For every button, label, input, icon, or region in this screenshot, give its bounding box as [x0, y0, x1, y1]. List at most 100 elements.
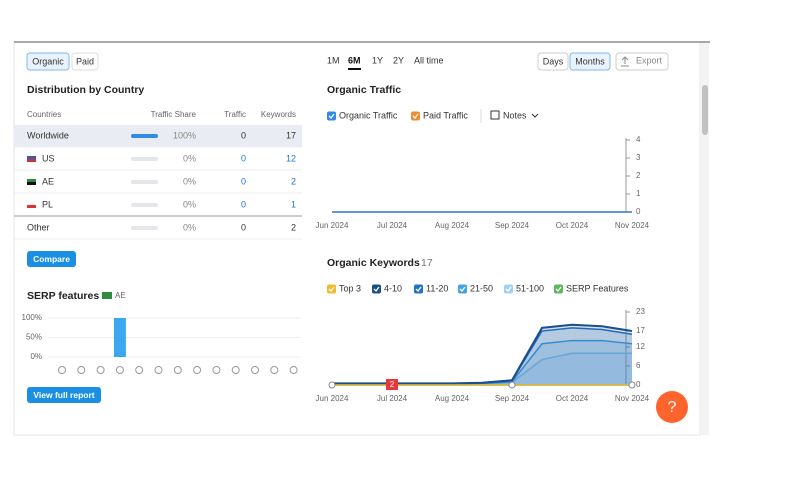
traffic[interactable]: 0 — [241, 153, 246, 163]
serp-icon — [58, 366, 66, 374]
checkbox[interactable] — [504, 284, 513, 294]
button-label[interactable]: Compare — [33, 254, 70, 264]
line — [332, 323, 633, 385]
traffic: 0 — [241, 222, 246, 232]
view-toggle[interactable] — [569, 52, 611, 71]
area — [332, 327, 632, 385]
google-marker — [508, 381, 516, 389]
help[interactable]: ? — [668, 399, 677, 416]
traffic[interactable]: 0 — [241, 176, 246, 186]
tab-label[interactable]: Paid — [76, 56, 94, 66]
share: 0% — [183, 153, 196, 163]
x-tick-label: Oct 2024 — [556, 221, 589, 230]
checkbox[interactable] — [414, 284, 423, 294]
bar — [113, 318, 126, 357]
period[interactable]: 1Y — [372, 55, 383, 65]
flag — [27, 202, 36, 205]
note-marker[interactable] — [386, 379, 398, 390]
serp-icon — [212, 366, 221, 374]
check — [505, 286, 512, 292]
notes[interactable]: Notes — [503, 110, 527, 120]
period[interactable]: 2Y — [393, 55, 404, 65]
legend-label[interactable]: 4-10 — [384, 283, 402, 293]
country: Worldwide — [27, 130, 69, 140]
checkbox[interactable] — [554, 284, 563, 294]
column-header: Traffic — [224, 110, 246, 119]
chevron[interactable] — [531, 113, 539, 118]
x-tick-label: Nov 2024 — [615, 394, 650, 403]
flag — [27, 205, 36, 208]
y-tick-label: 6 — [636, 361, 641, 370]
check — [328, 113, 335, 119]
checkbox[interactable] — [458, 284, 467, 294]
traffic: 0 — [241, 130, 246, 140]
column-header: Keywords — [261, 110, 296, 119]
period[interactable]: All time — [414, 55, 444, 65]
view-toggle[interactable] — [537, 52, 569, 71]
y-tick-label: 4 — [636, 135, 641, 144]
check — [328, 286, 335, 292]
y-tick-label: 12 — [636, 342, 645, 351]
period[interactable]: 6M — [348, 55, 361, 65]
area — [332, 340, 632, 385]
y-tick-label: 0 — [636, 207, 641, 216]
share: 100% — [173, 130, 196, 140]
x-tick-label: Jul 2024 — [377, 394, 408, 403]
y-tick-label: 50% — [26, 333, 42, 342]
help-button[interactable] — [656, 391, 688, 423]
x-tick-label: Jun 2024 — [316, 221, 349, 230]
button[interactable] — [27, 251, 76, 267]
legend-label[interactable]: 51-100 — [516, 283, 544, 293]
serp-icon — [77, 366, 86, 374]
notes-icon — [490, 110, 500, 120]
legend-label[interactable]: Paid Traffic — [423, 110, 468, 120]
note-count[interactable]: 2 — [390, 380, 395, 389]
checkbox[interactable] — [411, 111, 420, 121]
traffic[interactable]: 0 — [241, 199, 246, 209]
scrollbar[interactable] — [701, 42, 709, 435]
keywords[interactable]: 2 — [291, 176, 296, 186]
flag — [27, 159, 36, 162]
tab[interactable] — [71, 52, 99, 71]
legend-label[interactable]: Organic Traffic — [339, 110, 398, 120]
keywords[interactable]: 1 — [291, 199, 296, 209]
share: 0% — [183, 199, 196, 209]
y-tick-label: 0 — [636, 380, 641, 389]
flag — [27, 179, 36, 182]
region: AE — [115, 291, 126, 300]
share-track — [131, 180, 158, 184]
y-tick-label: 17 — [636, 326, 645, 335]
button[interactable] — [27, 387, 101, 403]
legend-label[interactable]: 21-50 — [470, 283, 493, 293]
view-label[interactable]: Days — [543, 56, 564, 66]
export[interactable]: Export — [636, 55, 663, 65]
keywords: 17 — [286, 130, 296, 140]
legend-label[interactable]: SERP Features — [566, 283, 629, 293]
serp-icon — [251, 366, 259, 374]
period[interactable]: 1M — [327, 55, 340, 65]
legend-label[interactable]: Top 3 — [339, 283, 361, 293]
y-tick-label: 2 — [636, 171, 641, 180]
count: 17 — [421, 257, 433, 269]
keywords[interactable]: 12 — [286, 153, 296, 163]
column-header: Countries — [27, 110, 61, 119]
y-tick-label: 1 — [636, 189, 641, 198]
view-label[interactable]: Months — [575, 56, 605, 66]
checkbox[interactable] — [327, 111, 336, 121]
legend-label[interactable]: 11-20 — [426, 283, 448, 293]
button-label[interactable]: View full report — [33, 390, 94, 400]
section-title: SERP features — [27, 290, 99, 302]
checkbox[interactable] — [372, 284, 381, 294]
section-title: Distribution by Country — [27, 84, 144, 96]
tab[interactable] — [26, 52, 70, 71]
share: 0% — [183, 222, 196, 232]
serp-icon — [154, 366, 163, 374]
check — [415, 286, 422, 292]
x-tick-label: Sep 2024 — [495, 394, 530, 403]
scroll-thumb[interactable] — [702, 85, 708, 135]
tab-label[interactable]: Organic — [32, 56, 64, 66]
checkbox[interactable] — [327, 284, 336, 294]
country: AE — [42, 176, 54, 186]
